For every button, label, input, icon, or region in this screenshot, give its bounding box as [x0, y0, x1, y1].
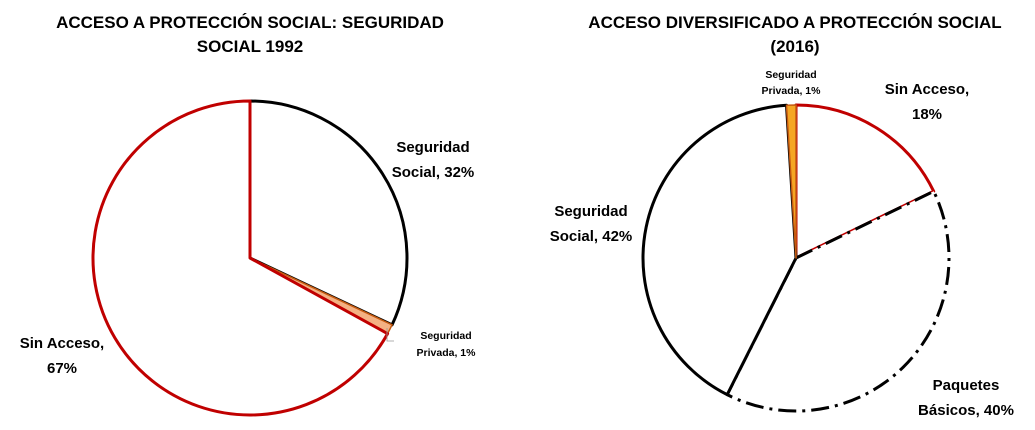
label-seguridad-privada-1992-line-1: Seguridad [420, 330, 471, 342]
chart-1992-title-line-1: ACCESO A PROTECCIÓN SOCIAL: SEGURIDAD [56, 13, 444, 32]
label-sin-acceso-2016-line-2: 18% [912, 106, 942, 123]
slice-1992-seguridad-social [248, 99, 409, 327]
slice-2016-paquetes-basicos [725, 189, 951, 413]
chart-1992: ACCESO A PROTECCIÓN SOCIAL: SEGURIDAD SO… [20, 13, 477, 417]
label-seguridad-privada-2016-line-2: Privada, 1% [762, 85, 822, 97]
label-sin-acceso-2016-line-1: Sin Acceso, [885, 81, 969, 98]
label-seguridad-social-1992-line-1: Seguridad [396, 139, 469, 156]
label-sin-acceso-1992-line-2: 67% [47, 360, 77, 377]
slice-2016-seguridad-social [641, 103, 798, 397]
label-seguridad-social-2016-line-2: Social, 42% [550, 228, 633, 245]
label-seguridad-social-2016-line-1: Seguridad [554, 203, 627, 220]
chart-1992-pie [91, 99, 409, 417]
label-paquetes-basicos-2016-line-2: Básicos, 40% [918, 402, 1014, 419]
chart-2016-title-line-2: (2016) [770, 37, 819, 56]
slice-2016-sin-acceso [794, 103, 936, 260]
label-seguridad-privada-1992-line-2: Privada, 1% [417, 347, 477, 359]
chart-2016-title-line-1: ACCESO DIVERSIFICADO A PROTECCIÓN SOCIAL [588, 13, 1001, 32]
leader-line-privada-1992 [386, 328, 394, 342]
slice-2016-seguridad-privada [785, 104, 797, 259]
slice-1992-sin-acceso [91, 99, 390, 417]
label-seguridad-privada-2016-line-1: Seguridad [765, 69, 816, 81]
chart-2016: ACCESO DIVERSIFICADO A PROTECCIÓN SOCIAL… [550, 13, 1014, 419]
label-seguridad-social-1992-line-2: Social, 32% [392, 164, 475, 181]
chart-1992-title-line-2: SOCIAL 1992 [197, 37, 303, 56]
label-paquetes-basicos-2016-line-1: Paquetes [933, 377, 1000, 394]
chart-2016-pie [641, 103, 951, 413]
label-sin-acceso-1992-line-1: Sin Acceso, [20, 335, 104, 352]
